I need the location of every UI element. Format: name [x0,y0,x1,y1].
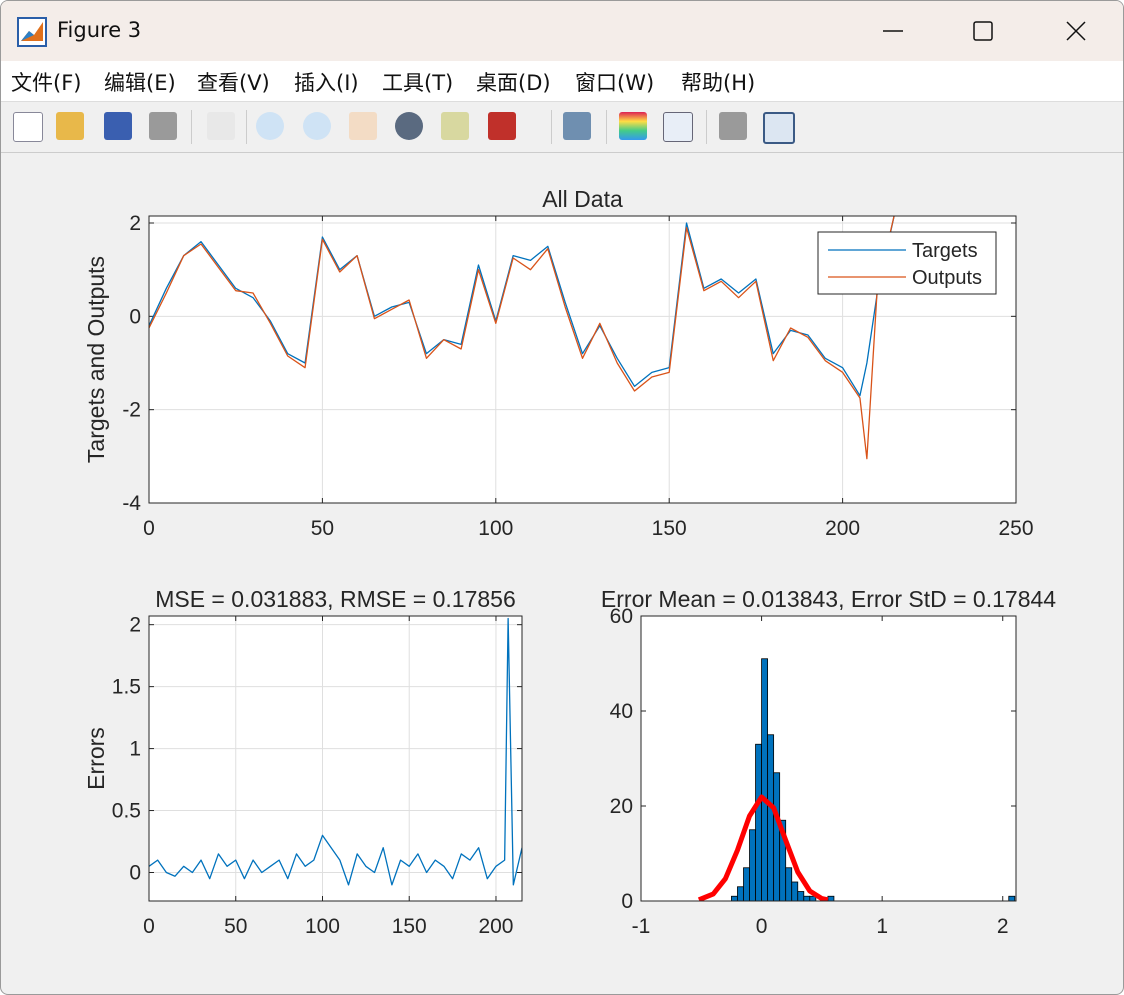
data-line [149,617,522,886]
y-tick-label: 0 [129,862,141,885]
x-tick-label: 200 [478,915,513,938]
y-tick-label: 1.5 [112,676,141,699]
legend-box [817,231,997,295]
x-tick-label: 50 [224,915,247,938]
pointer-button[interactable] [207,112,235,140]
axes-box [640,615,1017,902]
chart-title: MSE = 0.031883, RMSE = 0.17856 [155,586,516,612]
histogram-bar [767,734,775,901]
y-tick-label: 1 [129,738,141,761]
legend-label: Outputs [912,267,982,289]
plot-area [149,617,522,886]
window-title: Figure 3 [57,18,142,42]
y-axis-label: Errors [83,727,109,790]
chart-title: All Data [542,186,623,212]
x-tick-label: 1 [876,915,888,938]
y-axis-label: Targets and Outputs [83,256,109,463]
new-button[interactable] [13,112,43,142]
histogram-bar [803,895,811,901]
menu-item[interactable]: 编辑(E) [104,71,176,95]
zoom-in-button[interactable] [256,112,284,140]
open-button[interactable] [56,112,84,140]
rotate-button[interactable] [395,112,423,140]
axes-background [149,616,522,901]
histogram-bar [827,895,835,901]
y-tick-label: 20 [610,795,633,818]
pan-button[interactable] [349,112,377,140]
zoom-out-button[interactable] [303,112,331,140]
menu-bar: 文件(F) 编辑(E) 查看(V) 插入(I) 工具(T) 桌面(D) 窗口(W… [1,61,1123,102]
histogram-bar [797,891,805,901]
histogram-bar [737,886,744,901]
histogram-bar [773,772,781,901]
axes-background [641,616,1016,901]
histogram-bar [743,867,750,901]
dock-button[interactable] [763,112,795,144]
legend-label: Targets [912,240,978,262]
x-tick-label: 100 [478,517,513,540]
y-tick-label: 40 [610,700,633,723]
title-bar: Figure 3 [1,1,1123,61]
x-tick-label: 100 [305,915,340,938]
y-tick-label: 2 [129,614,141,637]
menu-item[interactable]: 工具(T) [382,71,454,95]
maximize[interactable] [973,21,993,41]
y-tick-label: 60 [610,605,633,628]
x-tick-label: 0 [143,517,155,540]
fit-curve [697,794,829,901]
window-controls [883,21,1086,41]
y-tick-label: 0.5 [112,800,141,823]
y-tick-label: 2 [129,212,141,235]
x-tick-label: -1 [632,915,651,938]
data-line [149,216,895,460]
histogram-bar [755,743,762,901]
y-tick-label: 0 [129,305,141,328]
hide-tools-button[interactable] [719,112,747,140]
x-tick-label: 50 [311,517,334,540]
x-tick-label: 150 [392,915,427,938]
x-tick-label: 0 [756,915,768,938]
close[interactable] [1066,21,1086,41]
x-tick-label: 150 [652,517,687,540]
axes-box [148,615,523,902]
histogram-bar [791,881,799,901]
menu-item[interactable]: 帮助(H) [681,71,756,95]
menu-item[interactable]: 桌面(D) [476,71,551,95]
plot-area [697,658,1016,901]
link-button[interactable] [563,112,591,140]
histogram-bar [785,867,793,901]
y-tick-label: -4 [122,492,141,515]
menu-item[interactable]: 文件(F) [11,71,82,95]
x-tick-label: 200 [825,517,860,540]
menu-item[interactable]: 插入(I) [294,71,359,95]
histogram-bar [761,658,769,901]
histogram-bar [809,895,817,901]
toolbar [1,102,1123,153]
y-tick-label: -2 [122,399,141,422]
menu-item[interactable]: 查看(V) [197,71,270,95]
save-button[interactable] [104,112,132,140]
brush-button[interactable] [488,112,516,140]
data-cursor-button[interactable] [441,112,469,140]
legend-button[interactable] [663,112,693,142]
axes-box [148,215,1017,504]
histogram-bar [1008,895,1016,901]
x-tick-label: 2 [997,915,1009,938]
colorbar-button[interactable] [619,112,647,140]
x-tick-label: 250 [998,517,1033,540]
histogram-bar [749,829,756,901]
histogram-bar [731,895,738,901]
app-icon [17,17,47,47]
print-button[interactable] [149,112,177,140]
histogram-bar [779,819,787,901]
plot-area [149,216,895,460]
x-tick-label: 0 [143,915,155,938]
y-tick-label: 0 [621,890,633,913]
menu-item[interactable]: 窗口(W) [575,71,655,95]
chart-title: Error Mean = 0.013843, Error StD = 0.178… [601,586,1056,612]
